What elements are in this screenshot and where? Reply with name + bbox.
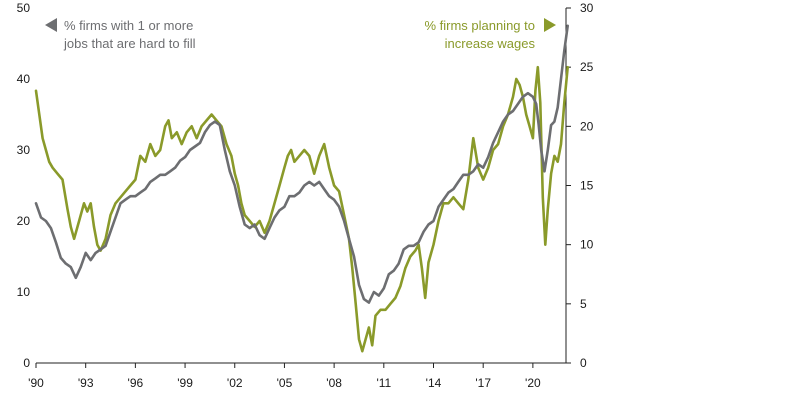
x-tick-label: '11 [376,376,391,390]
right-y-tick-label: 10 [580,238,594,252]
right-y-tick-label: 15 [580,179,594,193]
x-tick-label: '17 [475,376,491,390]
right-y-tick-label: 25 [580,60,594,74]
x-tick-label: '90 [28,376,44,390]
right-y-axis-ticks: 0 5 10 15 20 25 30 [566,1,594,370]
legend-right-line-2: increase wages [445,36,536,51]
x-tick-label: '96 [128,376,144,390]
left-y-tick-label: 50 [17,1,31,15]
left-arrow-icon [45,18,57,32]
legend-right-line-1: % firms planning to [424,18,535,33]
left-y-axis-ticks: 0 10 20 30 40 50 [17,1,31,370]
hard-to-fill-series-line [34,24,569,304]
legend-left-line-1: % firms with 1 or more [64,18,193,33]
left-y-tick-label: 10 [17,285,31,299]
right-y-tick-label: 20 [580,119,594,133]
wages-series-line [34,65,569,353]
right-y-tick-label: 5 [580,297,587,311]
x-tick-label: '20 [525,376,541,390]
legend-right: % firms planning to increase wages [424,18,556,51]
legend-left-line-2: jobs that are hard to fill [63,36,196,51]
right-arrow-icon [544,18,556,32]
left-y-tick-label: 0 [23,356,30,370]
x-tick-label: '99 [177,376,193,390]
series-layer [34,24,569,353]
left-y-tick-label: 40 [17,72,31,86]
legend-left: % firms with 1 or more jobs that are har… [45,18,196,51]
left-y-tick-label: 20 [17,214,31,228]
x-tick-label: '93 [78,376,94,390]
x-tick-label: '05 [277,376,293,390]
right-y-tick-label: 0 [580,356,587,370]
left-y-tick-label: 30 [17,143,31,157]
right-y-tick-label: 30 [580,1,594,15]
x-axis-ticks: '90 '93 '96 '99 '02 '05 '08 '11 '14 '17 '20 [28,363,541,390]
chart-axes [36,8,567,364]
x-tick-label: '14 [426,376,442,390]
x-tick-label: '02 [227,376,243,390]
x-tick-label: '08 [326,376,342,390]
